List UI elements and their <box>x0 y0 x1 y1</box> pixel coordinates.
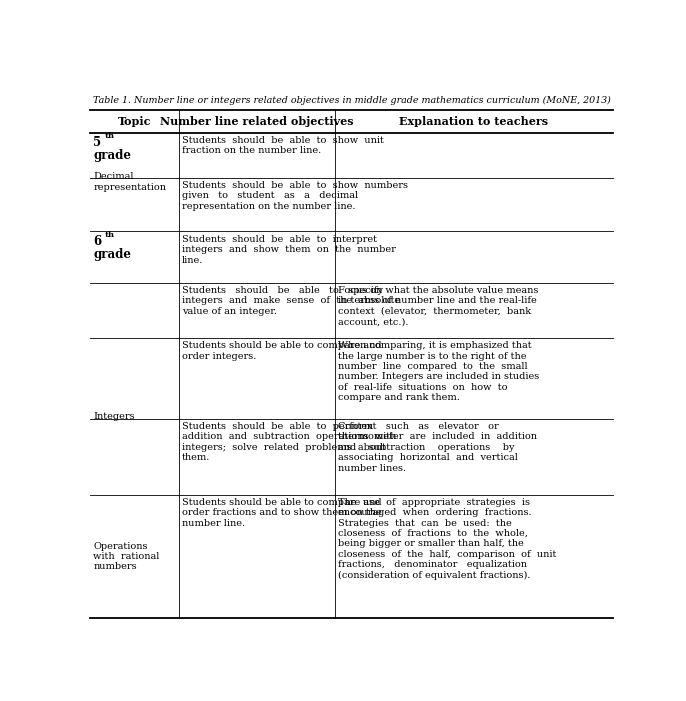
Text: Students should be able to compare and
order fractions and to show them on the
n: Students should be able to compare and o… <box>182 498 381 528</box>
Text: Students should be able to compare and
order integers.: Students should be able to compare and o… <box>182 341 381 360</box>
Text: Number line related objectives: Number line related objectives <box>160 116 353 127</box>
Text: Explanation to teachers: Explanation to teachers <box>399 116 548 127</box>
Text: Students  should  be  able  to  show  unit
fraction on the number line.: Students should be able to show unit fra… <box>182 136 384 156</box>
Text: th: th <box>105 231 115 239</box>
Text: 5: 5 <box>93 136 102 149</box>
Text: Table 1. Number line or integers related objectives in middle grade mathematics : Table 1. Number line or integers related… <box>93 96 611 105</box>
Text: grade: grade <box>93 149 131 162</box>
Text: Topic: Topic <box>117 116 151 127</box>
Text: Students  should  be  able  to  perform
addition  and  subtraction  operations  : Students should be able to perform addit… <box>182 422 397 462</box>
Text: Decimal
representation: Decimal representation <box>93 172 166 192</box>
Text: Focus on what the absolute value means
in terms of number line and the real-life: Focus on what the absolute value means i… <box>338 286 538 326</box>
Text: th: th <box>105 132 115 140</box>
Text: 6: 6 <box>93 235 102 247</box>
Text: The  use  of  appropriate  strategies  is
encouraged  when  ordering  fractions.: The use of appropriate strategies is enc… <box>338 498 556 580</box>
Text: Operations
with  rational
numbers: Operations with rational numbers <box>93 542 160 571</box>
Text: Integers: Integers <box>93 411 135 421</box>
Text: When comparing, it is emphasized that
the large number is to the right of the
nu: When comparing, it is emphasized that th… <box>338 341 539 402</box>
Text: grade: grade <box>93 247 131 261</box>
Text: Students  should  be  able  to  show  numbers
given   to   student   as   a   de: Students should be able to show numbers … <box>182 181 408 211</box>
Text: Students   should   be   able   to   specify
integers  and  make  sense  of  the: Students should be able to specify integ… <box>182 286 400 315</box>
Text: Students  should  be  able  to  interpret
integers  and  show  them  on  the  nu: Students should be able to interpret int… <box>182 235 396 264</box>
Text: Context   such   as   elevator   or
thermometer  are  included  in  addition
and: Context such as elevator or thermometer … <box>338 422 536 472</box>
